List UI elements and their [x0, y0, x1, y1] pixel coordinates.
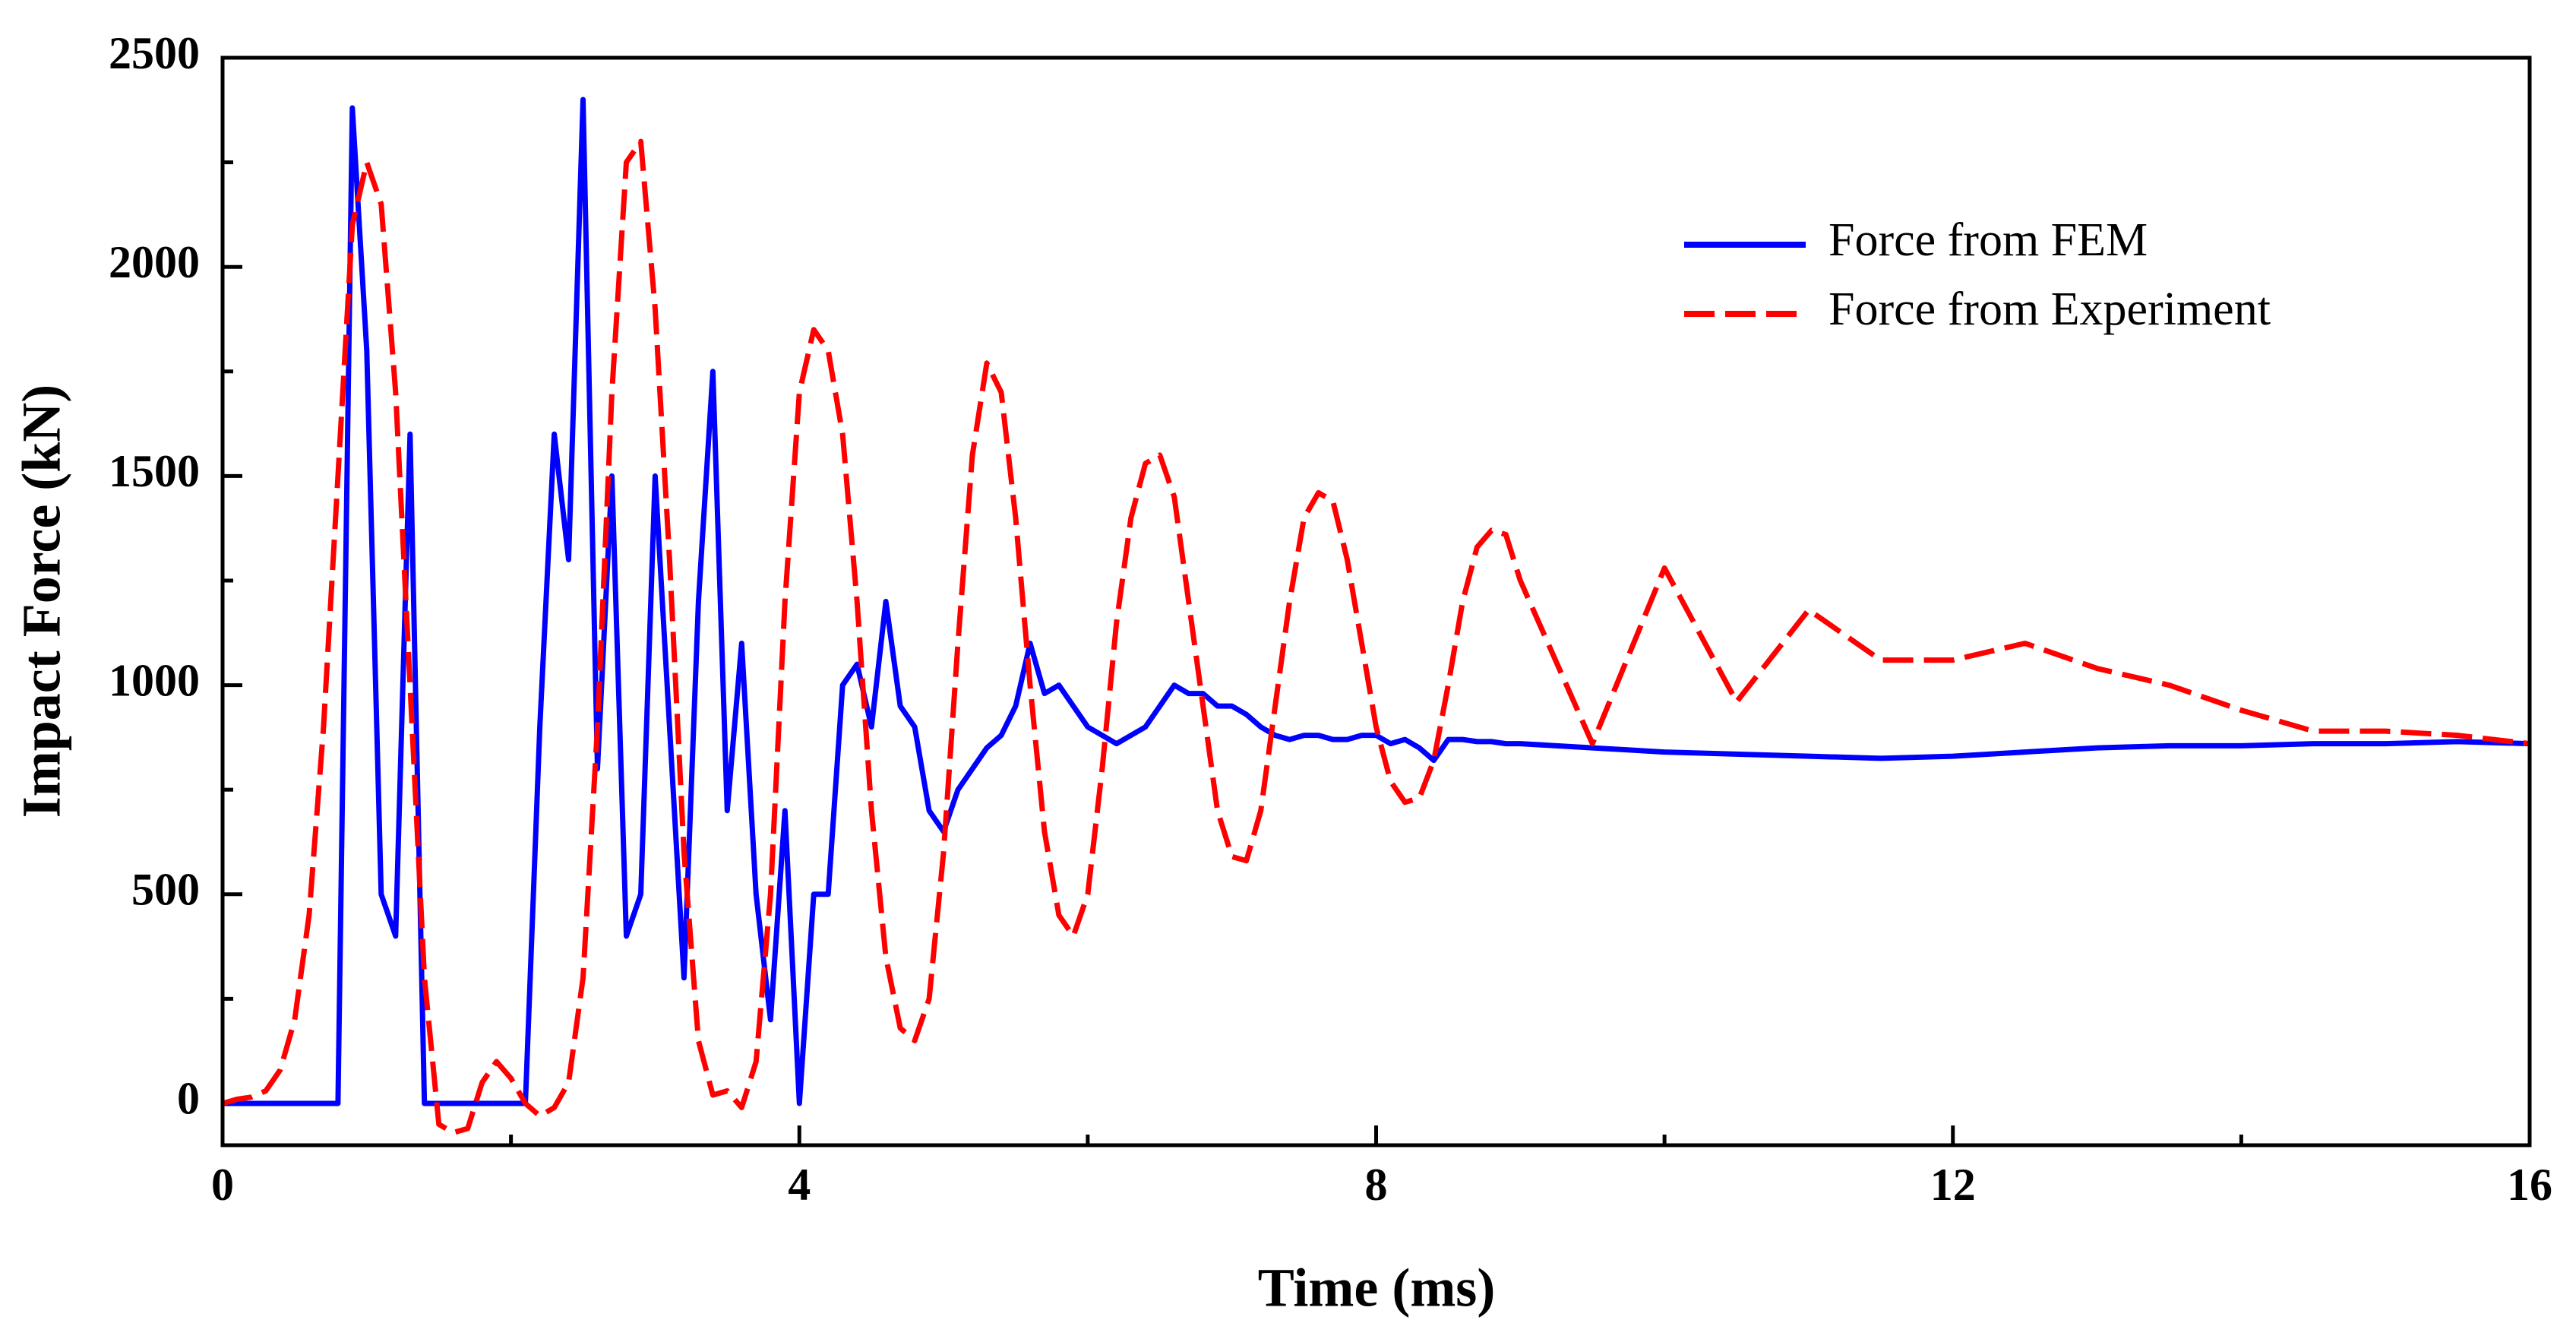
series-line	[223, 97, 2530, 1106]
plot-area	[223, 97, 2530, 1135]
series-line	[223, 138, 2530, 1135]
x-tick-label: 4	[788, 1160, 811, 1210]
legend-label: Force from Experiment	[1828, 283, 2271, 335]
y-tick-label: 2500	[109, 28, 200, 78]
x-tick-label: 8	[1365, 1160, 1388, 1210]
y-tick-label: 2000	[109, 237, 200, 287]
y-tick-label: 1000	[109, 655, 200, 705]
x-tick-label: 16	[2507, 1160, 2552, 1210]
x-tick-label: 12	[1930, 1160, 1976, 1210]
y-tick-label: 1500	[109, 446, 200, 496]
y-axis-label: Impact Force (kN)	[11, 385, 72, 818]
plot-frame	[220, 55, 2532, 1147]
x-tick-label: 0	[211, 1160, 234, 1210]
x-axis-label: Time (ms)	[1258, 1258, 1496, 1318]
legend-label: Force from FEM	[1828, 214, 2148, 266]
y-tick-label: 500	[131, 865, 200, 915]
y-tick-label: 0	[177, 1074, 200, 1124]
